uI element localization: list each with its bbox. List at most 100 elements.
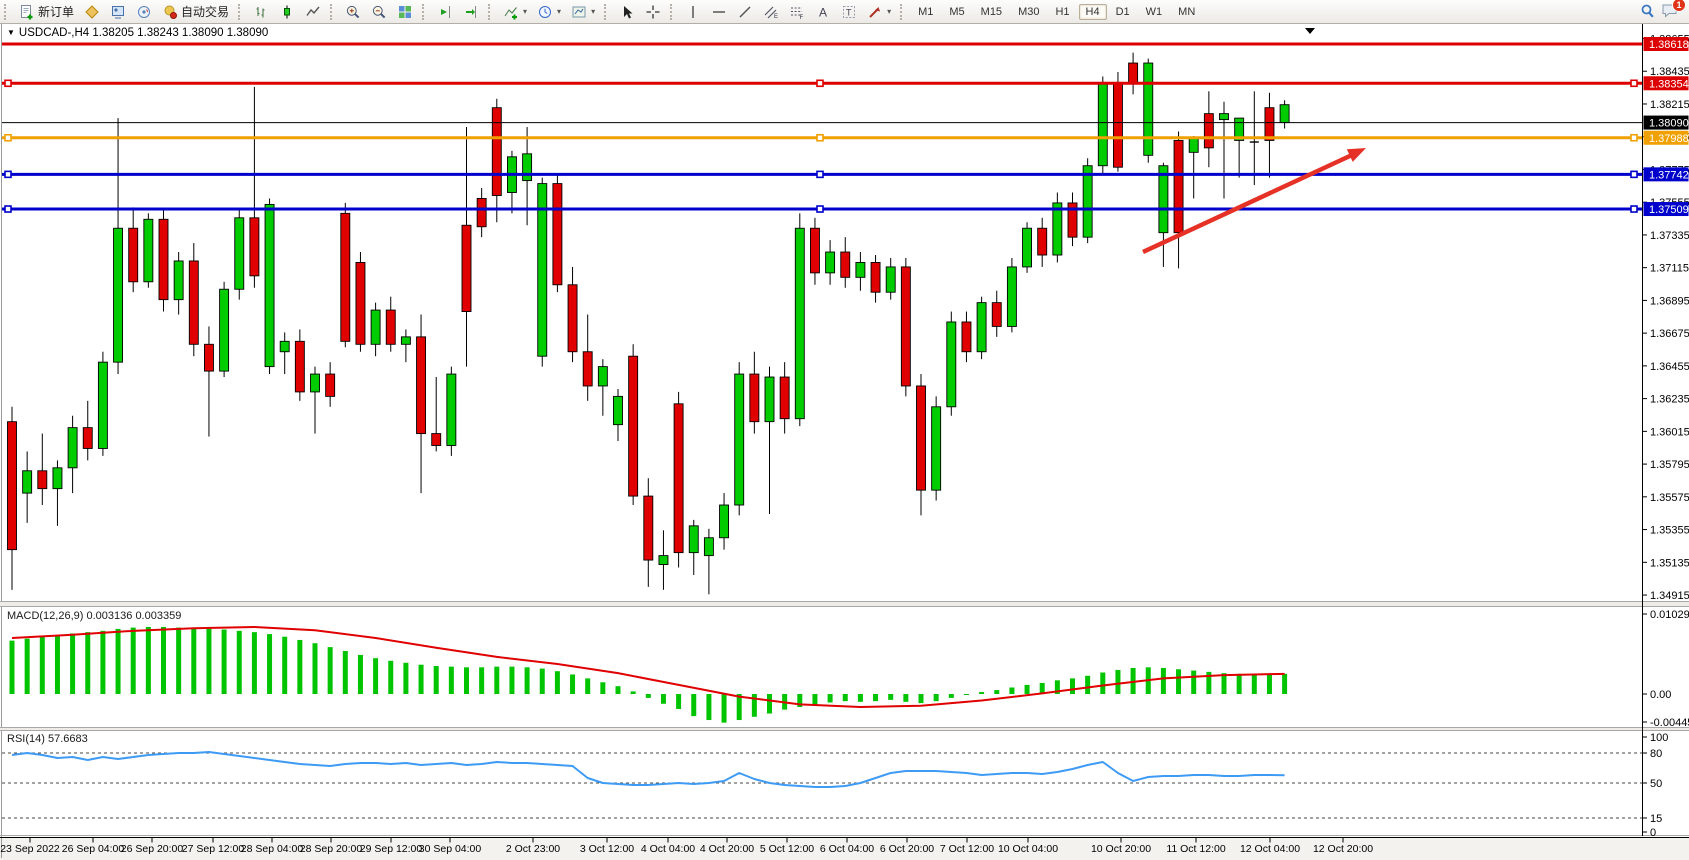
equidistant-channel-icon: E bbox=[763, 4, 779, 20]
time-axis-label: 11 Oct 12:00 bbox=[1166, 843, 1226, 855]
line-handle[interactable] bbox=[4, 133, 12, 142]
chat-button[interactable]: 1 bbox=[1661, 0, 1686, 22]
price-badge bbox=[1643, 37, 1689, 51]
macd-histogram-bar bbox=[297, 639, 303, 694]
macd-histogram-bar bbox=[85, 632, 91, 694]
line-chart-button[interactable] bbox=[301, 1, 325, 23]
toolbar-grip bbox=[238, 3, 244, 20]
templates-button[interactable]: ▾ bbox=[567, 1, 599, 23]
candlestick bbox=[400, 336, 411, 345]
macd-histogram-bar bbox=[342, 651, 348, 694]
line-handle[interactable] bbox=[1630, 205, 1638, 213]
candlestick bbox=[7, 421, 17, 551]
channel-button[interactable]: E bbox=[759, 1, 783, 23]
line-handle[interactable] bbox=[816, 170, 824, 179]
arrows-button[interactable]: ▾ bbox=[863, 1, 895, 23]
timeframe-mn[interactable]: MN bbox=[1178, 5, 1196, 18]
vertical-line-button[interactable] bbox=[681, 1, 705, 23]
candlestick bbox=[1052, 202, 1063, 256]
timeframe-m1[interactable]: M1 bbox=[918, 5, 934, 18]
candlestick bbox=[825, 251, 836, 274]
timeframe-m5[interactable]: M5 bbox=[949, 5, 965, 18]
macd-histogram-bar bbox=[600, 682, 606, 694]
macd-histogram-bar bbox=[418, 664, 424, 694]
macd-histogram-bar bbox=[827, 694, 833, 703]
auto-scroll-button[interactable] bbox=[459, 1, 483, 23]
candlestick bbox=[1082, 165, 1093, 238]
panel-separator[interactable] bbox=[0, 727, 1689, 731]
horizontal-line-button[interactable] bbox=[707, 1, 731, 23]
fibonacci-button[interactable]: F bbox=[785, 1, 809, 23]
timeframe-m30[interactable]: M30 bbox=[1018, 5, 1040, 18]
macd-histogram-bar bbox=[327, 647, 333, 694]
text-a-icon: A bbox=[815, 4, 831, 20]
macd-histogram-bar bbox=[130, 627, 136, 694]
line-handle[interactable] bbox=[1630, 170, 1638, 179]
macd-histogram-bar bbox=[494, 666, 500, 694]
chart-title-dropdown-icon[interactable]: ▼ bbox=[7, 28, 15, 37]
price-badge-label: 1.38354 bbox=[1649, 78, 1689, 90]
trend-arrow-head[interactable] bbox=[1346, 148, 1366, 162]
candlestick bbox=[1279, 104, 1290, 124]
trend-arrow-line[interactable] bbox=[1142, 152, 1353, 255]
macd-histogram-bar bbox=[645, 694, 651, 698]
shift-marker-icon[interactable] bbox=[1305, 28, 1315, 34]
candlestick bbox=[325, 373, 336, 397]
price-axis-label: 1.35355 bbox=[1650, 525, 1689, 537]
timeframe-h1[interactable]: H1 bbox=[1055, 5, 1070, 18]
candlestick bbox=[446, 373, 457, 446]
macd-histogram-bar bbox=[221, 629, 227, 694]
line-handle[interactable] bbox=[816, 79, 824, 88]
search-button[interactable] bbox=[1635, 1, 1660, 23]
toolbar-grip bbox=[900, 3, 906, 20]
text-label-button[interactable]: T bbox=[837, 1, 861, 23]
timeframe-h4[interactable]: H4 bbox=[1078, 3, 1107, 20]
line-handle[interactable] bbox=[816, 205, 824, 213]
macd-name: MACD(12,26,9) bbox=[7, 610, 84, 622]
candlestick bbox=[719, 504, 729, 539]
timeframe-d1[interactable]: D1 bbox=[1115, 5, 1130, 18]
timeframe-m15[interactable]: M15 bbox=[980, 5, 1003, 18]
text-button[interactable]: A bbox=[811, 1, 835, 23]
macd-histogram-bar bbox=[357, 654, 363, 694]
auto-trading-button[interactable]: 自动交易 bbox=[158, 1, 233, 23]
zoom-out-button[interactable] bbox=[367, 1, 391, 23]
candlestick bbox=[143, 218, 154, 283]
zoom-in-button[interactable] bbox=[341, 1, 365, 23]
macd-histogram-bar bbox=[282, 636, 288, 694]
crosshair-button[interactable] bbox=[641, 1, 665, 23]
line-handle[interactable] bbox=[1630, 79, 1638, 88]
open-chart-button[interactable] bbox=[80, 1, 104, 23]
bar-chart-button[interactable] bbox=[249, 1, 273, 23]
candlestick bbox=[279, 340, 290, 353]
candlestick bbox=[643, 495, 654, 561]
line-handle[interactable] bbox=[4, 170, 12, 179]
search-icon bbox=[1639, 3, 1656, 20]
new-order-button[interactable]: 新订单 bbox=[15, 1, 78, 23]
chart-shift-button[interactable] bbox=[433, 1, 457, 23]
line-handle[interactable] bbox=[816, 133, 824, 142]
candlestick bbox=[1097, 83, 1108, 167]
signals-button[interactable] bbox=[132, 1, 156, 23]
market-watch-button[interactable] bbox=[106, 1, 130, 23]
panel-separator[interactable] bbox=[0, 601, 1689, 607]
new-order-icon bbox=[19, 4, 35, 20]
macd-histogram-bar bbox=[100, 630, 106, 694]
macd-histogram-bar bbox=[1039, 682, 1045, 694]
candlestick bbox=[597, 366, 608, 387]
tile-windows-button[interactable] bbox=[393, 1, 417, 23]
indicators-button[interactable]: ▾ bbox=[499, 1, 531, 23]
candlestick-chart-button[interactable] bbox=[275, 1, 299, 23]
line-handle[interactable] bbox=[1630, 133, 1638, 142]
periods-button[interactable]: ▾ bbox=[533, 1, 565, 23]
macd-histogram-bar bbox=[721, 694, 727, 723]
cursor-button[interactable] bbox=[615, 1, 639, 23]
time-axis-label: 10 Oct 04:00 bbox=[998, 843, 1058, 855]
candlestick bbox=[658, 555, 669, 565]
line-handle[interactable] bbox=[4, 205, 12, 213]
line-handle[interactable] bbox=[4, 79, 12, 88]
timeframe-w1[interactable]: W1 bbox=[1145, 5, 1163, 18]
macd-histogram-bar bbox=[615, 686, 621, 694]
trendline-button[interactable] bbox=[733, 1, 757, 23]
